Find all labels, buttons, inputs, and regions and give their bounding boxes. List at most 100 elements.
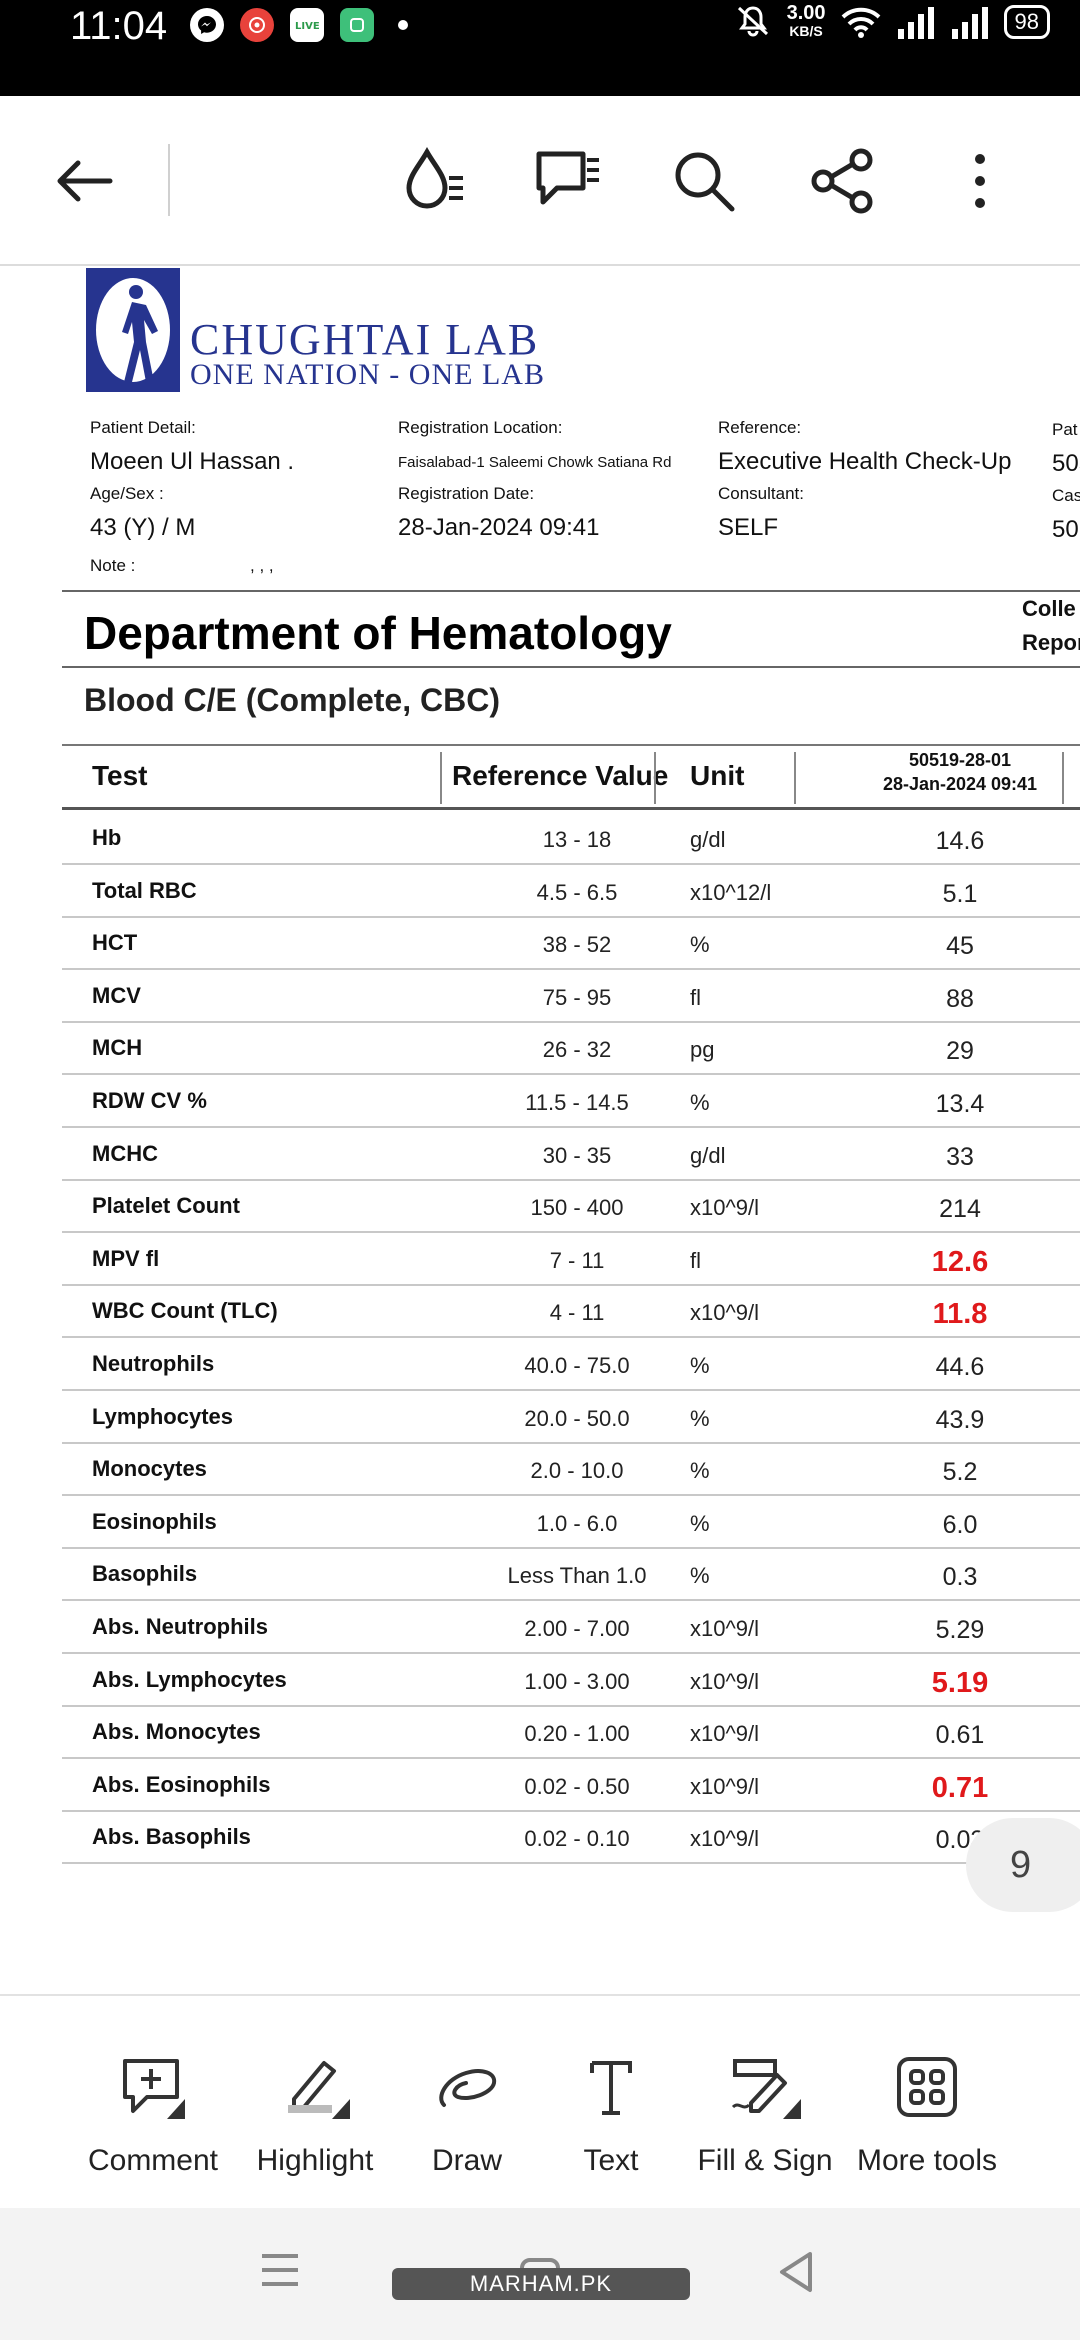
reference-range-cell: 20.0 - 50.0: [524, 1405, 630, 1431]
column-divider: [1062, 752, 1064, 804]
pdf-page[interactable]: CHUGHTAI LAB ONE NATION - ONE LAB Patien…: [0, 268, 1080, 1994]
case-no-value: 50: [1052, 516, 1079, 543]
reference-range-cell: 0.20 - 1.00: [524, 1721, 630, 1747]
test-name-cell: Basophils: [92, 1561, 198, 1587]
test-name-cell: MCHC: [92, 1140, 158, 1166]
pinwheel-app-icon: [240, 8, 274, 42]
draw-tool[interactable]: Draw: [382, 2052, 552, 2178]
result-cell: 5.1: [942, 879, 978, 908]
more-vert-icon: [975, 154, 985, 208]
search-button[interactable]: [664, 141, 744, 221]
table-row: MCH 26 - 32 pg 29: [62, 1023, 1080, 1076]
reference-range-cell: 0.02 - 0.10: [524, 1826, 630, 1852]
comment-tool-label: Comment: [87, 2144, 219, 2177]
reference-range-cell: Less Than 1.0: [507, 1563, 647, 1589]
test-group-title: Blood C/E (Complete, CBC): [84, 682, 500, 718]
abnormal-result-cell: 11.8: [932, 1298, 988, 1331]
reference-value: Executive Health Check-Up: [718, 448, 1012, 475]
fill-sign-tool[interactable]: Fill & Sign: [680, 2052, 850, 2178]
more-options-button[interactable]: [940, 141, 1020, 221]
test-name-cell: Abs. Eosinophils: [92, 1771, 271, 1797]
watermark: MARHAM.PK: [392, 2268, 690, 2300]
highlight-tool[interactable]: Highlight: [230, 2052, 400, 2178]
table-row: Lymphocytes 20.0 - 50.0% 43.9: [62, 1392, 1080, 1444]
live-app-icon: LIVE: [290, 8, 324, 42]
svg-text:LIVE: LIVE: [295, 21, 320, 32]
test-name-cell: Hb: [92, 825, 122, 850]
reference-range-cell: 4 - 11: [549, 1300, 605, 1326]
result-cell: 44.6: [935, 1353, 985, 1381]
comments-icon: [536, 151, 599, 205]
result-cell: 88: [946, 984, 974, 1013]
collected-label: Colle: [1022, 596, 1076, 621]
share-button[interactable]: [802, 141, 882, 221]
table-row: Monocytes 2.0 - 10.0% 5.2: [62, 1444, 1080, 1497]
result-cell: 45: [946, 932, 974, 961]
search-icon: [675, 152, 735, 212]
fill-sign-tool-label: Fill & Sign: [697, 2144, 833, 2177]
unit-cell: x10^9/l: [690, 1773, 760, 1799]
mute-icon: [737, 6, 768, 37]
reference-range-cell: 7 - 11: [549, 1247, 605, 1273]
reference-range-cell: 150 - 400: [530, 1195, 624, 1221]
header-reference: Reference Value: [452, 760, 669, 791]
recents-button[interactable]: [258, 2250, 302, 2295]
table-row: Platelet Count 150 - 400 x10^9/l 214: [62, 1181, 1080, 1234]
table-row: Abs. Eosinophils 0.02 - 0.50 x10^9/l 0.71: [62, 1760, 1080, 1812]
result-column-date: 28-Jan-2024 09:41: [882, 774, 1038, 794]
table-row: Basophils Less Than 1.0% 0.3: [62, 1549, 1080, 1602]
toolbar-divider: [168, 144, 170, 216]
lab-logo: [86, 268, 180, 392]
note-label: Note :: [90, 556, 136, 575]
result-cell: 14.6: [935, 827, 985, 855]
signal-icon-2: [951, 7, 988, 39]
reference-range-cell: 75 - 95: [542, 984, 612, 1010]
notification-icons: LIVE: [190, 8, 408, 42]
page-number-indicator[interactable]: 9: [966, 1818, 1080, 1912]
text-tool[interactable]: Text: [526, 2052, 696, 2178]
reference-range-cell: 26 - 32: [542, 1037, 612, 1063]
comments-list-button[interactable]: [528, 141, 608, 221]
age-sex-label: Age/Sex :: [90, 484, 164, 503]
table-row: MCV 75 - 95 fl 88: [62, 971, 1080, 1023]
test-name-cell: Neutrophils: [92, 1351, 215, 1376]
more-tools-label: More tools: [856, 2144, 998, 2177]
unit-cell: %: [690, 1090, 710, 1115]
column-divider: [794, 752, 796, 804]
result-cell: 29: [946, 1037, 974, 1066]
unit-cell: g/dl: [690, 1142, 726, 1168]
liquid-mode-button[interactable]: [394, 141, 474, 221]
share-icon: [811, 148, 873, 214]
test-name-cell: Abs. Basophils: [92, 1824, 251, 1850]
result-cell: 0.61: [935, 1721, 985, 1750]
messenger-icon: [190, 8, 224, 42]
back-nav-button[interactable]: [776, 2250, 816, 2299]
reported-label: Repor: [1022, 630, 1080, 655]
back-arrow-icon: [57, 160, 113, 202]
comment-tool[interactable]: Comment: [68, 2052, 238, 2178]
header-test: Test: [92, 760, 148, 791]
test-name-cell: Abs. Monocytes: [92, 1719, 261, 1745]
unit-cell: x10^9/l: [690, 1668, 760, 1694]
test-name-cell: MCH: [92, 1035, 143, 1061]
back-triangle-icon: [780, 2252, 812, 2292]
test-name-cell: Abs. Neutrophils: [92, 1614, 269, 1639]
test-name-cell: Abs. Lymphocytes: [92, 1666, 287, 1692]
reference-range-cell: 2.0 - 10.0: [530, 1458, 624, 1484]
table-row: WBC Count (TLC) 4 - 11 x10^9/l 11.8: [62, 1286, 1080, 1339]
result-cell: 0.3: [942, 1563, 978, 1592]
test-name-cell: MCV: [92, 982, 141, 1008]
draw-icon: [382, 2052, 552, 2122]
status-time: 11:04: [70, 4, 168, 48]
reference-range-cell: 4.5 - 6.5: [536, 879, 618, 905]
more-tools-button[interactable]: More tools: [842, 2052, 1012, 2178]
divider: [62, 666, 1080, 668]
lab-tagline: ONE NATION - ONE LAB: [190, 358, 545, 391]
lab-name: CHUGHTAI LAB: [190, 315, 540, 364]
case-no-label: Cas: [1052, 486, 1080, 505]
test-name-cell: HCT: [92, 930, 138, 956]
document-toolbar: [0, 96, 1080, 266]
drop-menu-icon: [406, 146, 463, 209]
back-button[interactable]: [44, 141, 124, 221]
reference-range-cell: 2.00 - 7.00: [524, 1616, 630, 1641]
